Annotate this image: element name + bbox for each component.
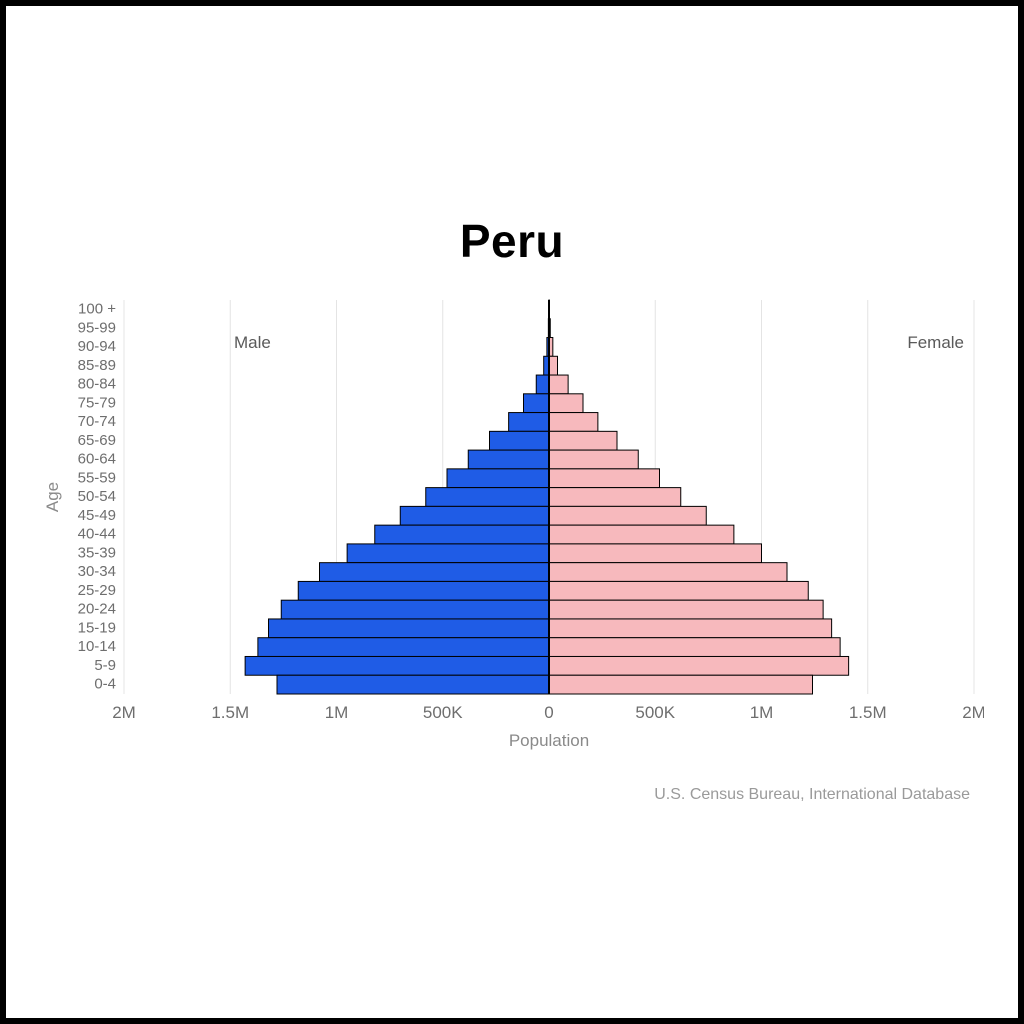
male-bar xyxy=(281,600,549,619)
male-bar xyxy=(468,450,549,469)
x-tick-label: 500K xyxy=(635,703,675,722)
male-bar xyxy=(447,469,549,488)
male-bar xyxy=(490,431,550,450)
male-bar xyxy=(245,656,549,675)
pyramid-svg: 100 +95-99 90-94 85-89 80-8475-79 70-74 65-69… xyxy=(44,296,984,766)
age-tick-label: 60-64 xyxy=(78,451,116,468)
female-bar xyxy=(549,638,840,657)
male-bar xyxy=(524,394,550,413)
image-frame: Peru 100 +95-99 90-94 85-89 80-8475-79 70-74… xyxy=(0,0,1024,1024)
age-tick-label: 20-24 xyxy=(78,601,116,618)
male-bar xyxy=(536,375,549,394)
female-bar xyxy=(549,656,849,675)
age-tick-label: 0-4 xyxy=(94,676,116,693)
female-bar xyxy=(549,394,583,413)
age-tick-label: 85-89 xyxy=(78,357,116,374)
female-bar xyxy=(549,675,813,694)
female-bar xyxy=(549,431,617,450)
female-bar xyxy=(549,413,598,432)
age-tick-label: 80-84 xyxy=(78,376,116,393)
age-tick-label: 50-54 xyxy=(78,488,116,505)
age-tick-label: 70-74 xyxy=(78,413,116,430)
age-tick-label: 65-69 xyxy=(78,432,116,449)
male-bar xyxy=(258,638,549,657)
female-bar xyxy=(549,581,808,600)
x-tick-label: 2M xyxy=(962,703,984,722)
age-tick-label: 55-59 xyxy=(78,469,116,486)
female-bar xyxy=(549,356,558,375)
source-note: U.S. Census Bureau, International Databa… xyxy=(654,786,970,804)
male-bar xyxy=(277,675,549,694)
age-tick-label: 5-9 xyxy=(94,657,116,674)
male-bar xyxy=(426,488,549,507)
male-bar xyxy=(269,619,550,638)
female-bar xyxy=(549,544,762,563)
age-tick-label: 95-99 xyxy=(78,319,116,336)
age-tick-label: 10-14 xyxy=(78,638,116,655)
female-bar xyxy=(549,525,734,544)
male-bar xyxy=(298,581,549,600)
female-bar xyxy=(549,375,568,394)
population-pyramid-chart: 100 +95-99 90-94 85-89 80-8475-79 70-74 65-69… xyxy=(44,296,984,766)
x-tick-label: 1.5M xyxy=(849,703,887,722)
male-bar xyxy=(320,563,550,582)
male-bar xyxy=(375,525,549,544)
age-tick-label: 100 + xyxy=(78,301,116,318)
age-tick-label: 35-39 xyxy=(78,544,116,561)
x-tick-label: 500K xyxy=(423,703,463,722)
female-bar xyxy=(549,488,681,507)
age-tick-label: 30-34 xyxy=(78,563,116,580)
age-tick-label: 90-94 xyxy=(78,338,116,355)
x-tick-label: 1M xyxy=(750,703,774,722)
age-tick-label: 15-19 xyxy=(78,619,116,636)
female-bar xyxy=(549,469,660,488)
x-tick-label: 2M xyxy=(112,703,136,722)
female-bar xyxy=(549,600,823,619)
female-bar xyxy=(549,506,706,525)
female-bar xyxy=(549,563,787,582)
male-bar xyxy=(509,413,549,432)
x-tick-label: 1M xyxy=(325,703,349,722)
female-bar xyxy=(549,619,832,638)
age-tick-label: 45-49 xyxy=(78,507,116,524)
male-bar xyxy=(347,544,549,563)
chart-title: Peru xyxy=(6,214,1018,268)
female-bar xyxy=(549,450,638,469)
male-label: Male xyxy=(234,333,271,352)
male-bar xyxy=(400,506,549,525)
x-axis-label: Population xyxy=(509,731,589,750)
x-tick-label: 0 xyxy=(544,703,553,722)
age-tick-label: 40-44 xyxy=(78,526,116,543)
age-tick-label: 25-29 xyxy=(78,582,116,599)
female-label: Female xyxy=(907,333,964,352)
x-tick-label: 1.5M xyxy=(211,703,249,722)
age-tick-label: 75-79 xyxy=(78,394,116,411)
y-axis-label: Age xyxy=(44,482,62,512)
